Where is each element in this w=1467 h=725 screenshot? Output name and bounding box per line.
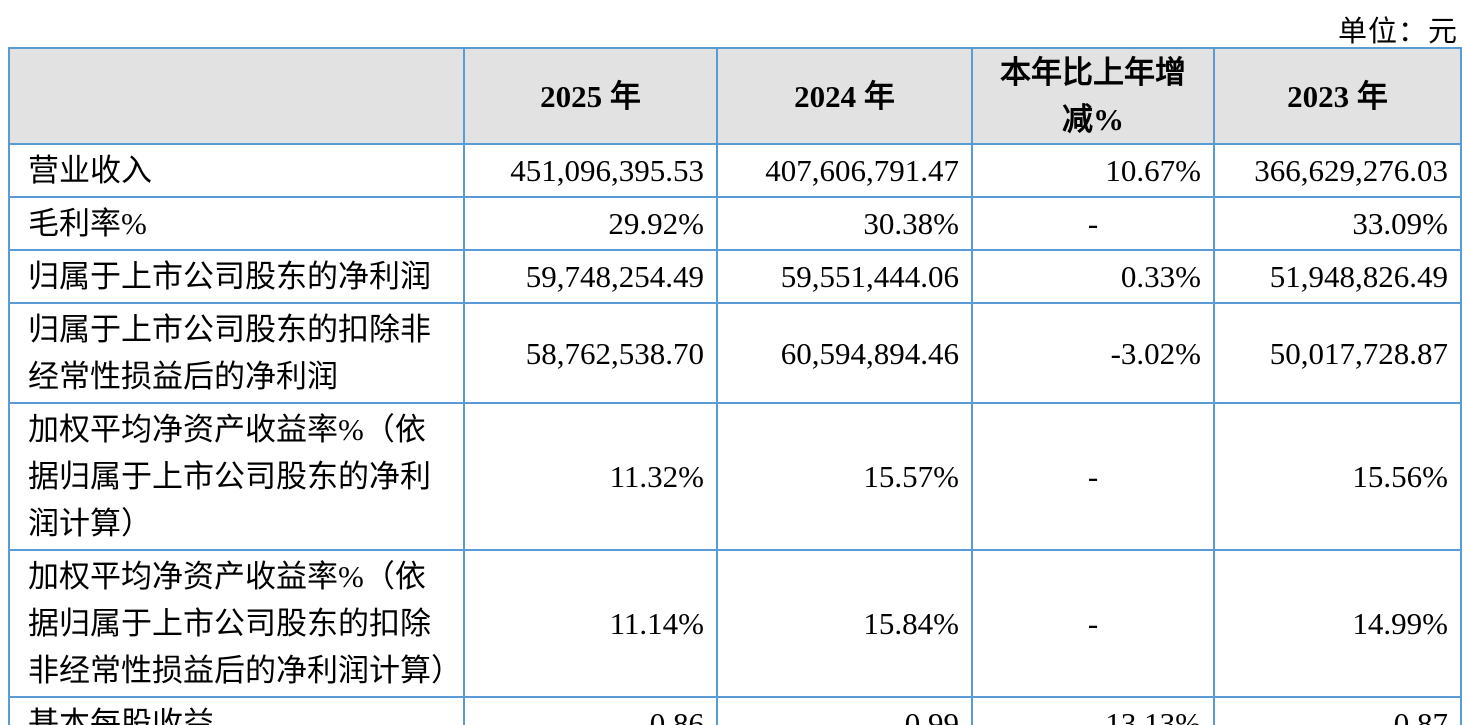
value-2024: 59,551,444.06 [716,249,973,304]
row-label: 归属于上市公司股东的扣除非经常性损益后的净利润 [8,302,465,404]
value-yoy: -3.02% [971,302,1215,404]
value-2025: 11.32% [463,402,718,551]
value-yoy: - [971,196,1215,251]
header-yoy: 本年比上年增减% [971,47,1215,145]
row-label: 加权平均净资产收益率%（依据归属于上市公司股东的净利润计算） [8,402,465,551]
value-yoy: 0.33% [971,249,1215,304]
value-2023: 0.87 [1213,696,1462,725]
value-2025: 29.92% [463,196,718,251]
value-2024: 15.84% [716,549,973,698]
financial-summary-table: 2025 年 2024 年 本年比上年增减% 2023 年 营业收入 451,0… [8,47,1462,725]
table-row-roe-weighted: 加权平均净资产收益率%（依据归属于上市公司股东的净利润计算） 11.32% 15… [8,402,1462,551]
header-2024: 2024 年 [716,47,973,145]
value-2025: 58,762,538.70 [463,302,718,404]
value-2025: 59,748,254.49 [463,249,718,304]
header-2025: 2025 年 [463,47,718,145]
value-2024: 407,606,791.47 [716,143,973,198]
table-row-basic-eps: 基本每股收益 0.86 0.99 -13.13% 0.87 [8,696,1462,725]
value-2023: 33.09% [1213,196,1462,251]
table-header: 2025 年 2024 年 本年比上年增减% 2023 年 [8,47,1462,145]
value-yoy: - [971,549,1215,698]
value-2023: 50,017,728.87 [1213,302,1462,404]
row-label: 毛利率% [8,196,465,251]
table-row-net-profit: 归属于上市公司股东的净利润 59,748,254.49 59,551,444.0… [8,249,1462,304]
table-row-revenue: 营业收入 451,096,395.53 407,606,791.47 10.67… [8,143,1462,198]
table-row-roe-weighted-deducted: 加权平均净资产收益率%（依据归属于上市公司股东的扣除非经常性损益后的净利润计算）… [8,549,1462,698]
value-2024: 30.38% [716,196,973,251]
table-row-gross-margin: 毛利率% 29.92% 30.38% - 33.09% [8,196,1462,251]
row-label: 加权平均净资产收益率%（依据归属于上市公司股东的扣除非经常性损益后的净利润计算） [8,549,465,698]
value-2023: 51,948,826.49 [1213,249,1462,304]
header-blank [8,47,465,145]
value-2025: 451,096,395.53 [463,143,718,198]
value-2023: 14.99% [1213,549,1462,698]
row-label: 营业收入 [8,143,465,198]
value-2024: 15.57% [716,402,973,551]
value-yoy: -13.13% [971,696,1215,725]
row-label: 归属于上市公司股东的净利润 [8,249,465,304]
value-yoy: - [971,402,1215,551]
value-2023: 366,629,276.03 [1213,143,1462,198]
value-yoy: 10.67% [971,143,1215,198]
table-row-net-profit-deducted: 归属于上市公司股东的扣除非经常性损益后的净利润 58,762,538.70 60… [8,302,1462,404]
header-2023: 2023 年 [1213,47,1462,145]
value-2024: 0.99 [716,696,973,725]
value-2025: 11.14% [463,549,718,698]
row-label: 基本每股收益 [8,696,465,725]
value-2025: 0.86 [463,696,718,725]
value-2023: 15.56% [1213,402,1462,551]
value-2024: 60,594,894.46 [716,302,973,404]
unit-label: 单位：元 [1337,16,1458,48]
